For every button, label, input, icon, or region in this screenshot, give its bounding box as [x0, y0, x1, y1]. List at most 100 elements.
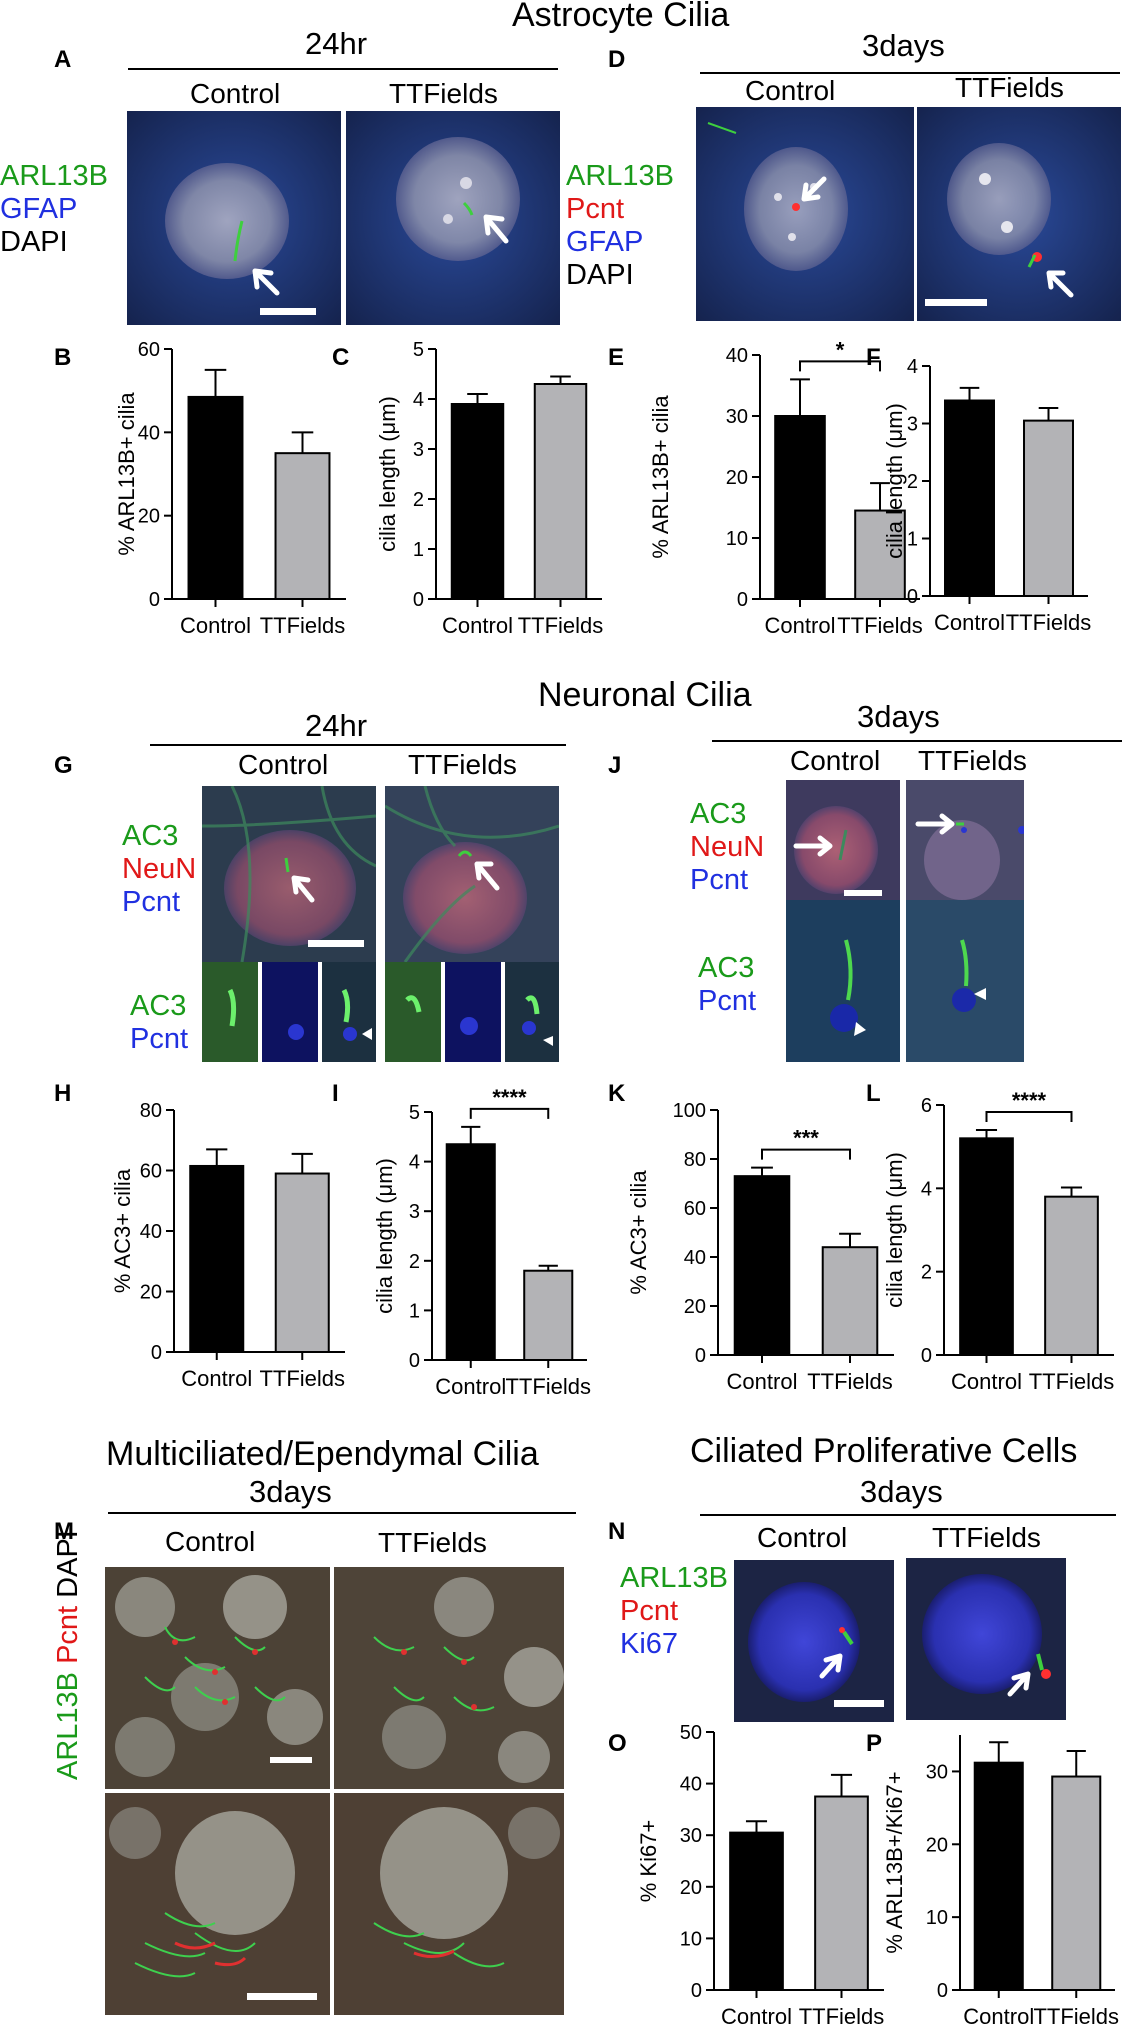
- category-label: TTFields: [259, 1366, 345, 1391]
- stain-M-dapi: DAPI: [52, 1530, 84, 1606]
- panel-letter-P: P: [866, 1730, 883, 1757]
- panel-letter-I: I: [332, 1080, 339, 1107]
- stain-J-neun: NeuN: [690, 831, 765, 863]
- bar-ttfields: [1023, 419, 1074, 597]
- stain-D-dapi: DAPI: [566, 259, 634, 291]
- stain-legend-A: ARL13B GFAP DAPI: [0, 160, 108, 259]
- stain-G-pcnt: Pcnt: [122, 886, 181, 918]
- bar-control: [774, 415, 826, 600]
- stain-A-arl13b: ARL13B: [0, 160, 109, 192]
- bar-control: [959, 1137, 1014, 1357]
- stain-G-ac3: AC3: [122, 820, 179, 852]
- timepoint-rule-M: [108, 1512, 576, 1514]
- col-control-G: Control: [238, 749, 329, 780]
- y-tick-label: 5: [409, 1102, 420, 1124]
- significance-bracket: [799, 360, 881, 372]
- micrograph-G-ttfields: [385, 786, 559, 962]
- y-tick-label: 20: [926, 1834, 948, 1856]
- significance-stars: ****: [1012, 1088, 1047, 1113]
- bar-control: [189, 1164, 245, 1354]
- y-tick-label: 0: [151, 1342, 162, 1364]
- bar-ttfields: [821, 1246, 879, 1356]
- category-label: TTFields: [505, 1374, 591, 1399]
- y-tick-label: 0: [907, 586, 918, 608]
- y-axis-label: % AC3+ cilia: [110, 1168, 135, 1293]
- col-ttfields-M: TTFields: [378, 1527, 487, 1558]
- stain-J-ac3: AC3: [690, 798, 747, 830]
- significance-stars: ****: [492, 1085, 527, 1110]
- micrograph-D-control: [696, 107, 914, 321]
- col-ttfields-J: TTFields: [918, 745, 1027, 776]
- micrograph-M-ttfields-top: [334, 1567, 564, 1789]
- stain-D-arl13b: ARL13B: [566, 160, 675, 192]
- panel-letter-L: L: [866, 1080, 881, 1107]
- category-label: Control: [951, 1369, 1022, 1394]
- y-tick-label: 4: [409, 1152, 420, 1174]
- bar-ttfields: [533, 383, 588, 600]
- chart-F: 0 1 2 3 4 cilia length (μm) Control TTFields: [882, 356, 1092, 635]
- micrograph-J-ttfields: [906, 780, 1024, 900]
- inset-G-control-blue: [262, 962, 318, 1062]
- timepoint-rule-D: [700, 72, 1120, 74]
- y-tick-label: 0: [413, 589, 424, 611]
- timepoint-label-N: 3days: [860, 1474, 943, 1509]
- y-tick-label: 1: [907, 529, 918, 551]
- inset-G-control-green: [202, 962, 258, 1062]
- category-label: TTFields: [837, 613, 923, 638]
- col-control-J: Control: [790, 745, 881, 776]
- y-axis-label: % Ki67+: [636, 1820, 661, 1903]
- bar-control: [445, 1143, 496, 1361]
- y-tick-label: 0: [691, 1980, 702, 2002]
- y-tick-label: 1: [409, 1300, 420, 1322]
- y-tick-label: 30: [926, 1761, 948, 1783]
- y-tick-label: 30: [680, 1825, 702, 1847]
- stain-legend-D: ARL13B Pcnt GFAP DAPI: [566, 160, 674, 292]
- y-tick-label: 10: [926, 1907, 948, 1929]
- panel-letter-C: C: [332, 344, 350, 371]
- y-axis-label: cilia length (μm): [882, 403, 907, 559]
- panel-letter-G: G: [54, 752, 73, 779]
- bar-ttfields: [523, 1269, 574, 1361]
- stain-A-dapi: DAPI: [0, 226, 68, 258]
- timepoint-rule-J: [712, 740, 1122, 742]
- y-tick-label: 50: [680, 1722, 702, 1744]
- y-tick-label: 3: [409, 1201, 420, 1223]
- col-ttfields-A: TTFields: [389, 78, 498, 109]
- y-tick-label: 40: [726, 345, 748, 367]
- panel-letter-A: A: [54, 46, 72, 73]
- panel-letter-D: D: [608, 46, 626, 73]
- stain-N-arl13b: ARL13B: [620, 1562, 729, 1594]
- multiciliated-heading: Multiciliated/Ependymal Cilia: [106, 1435, 539, 1473]
- category-label: Control: [727, 1369, 798, 1394]
- bar-ttfields: [814, 1795, 869, 1991]
- y-tick-label: 0: [409, 1350, 420, 1372]
- y-tick-label: 6: [921, 1095, 932, 1117]
- inset-G-control-merge: [322, 962, 376, 1062]
- y-tick-label: 0: [937, 1980, 948, 2002]
- chart-K: 0 20 40 60 80 100 % AC3+ cilia Control TTFields *…: [626, 1100, 894, 1394]
- stain-D-pcnt: Pcnt: [566, 193, 625, 225]
- panel-letter-H: H: [54, 1080, 72, 1107]
- panel-letter-O: O: [608, 1730, 627, 1757]
- category-label: Control: [180, 613, 251, 638]
- y-tick-label: 4: [413, 389, 424, 411]
- y-tick-label: 30: [726, 406, 748, 428]
- y-tick-label: 100: [673, 1100, 706, 1122]
- category-label: Control: [721, 2004, 792, 2029]
- y-tick-label: 60: [138, 339, 160, 361]
- inset-J-control: [786, 900, 900, 1062]
- timepoint-label-A: 24hr: [305, 26, 368, 61]
- stain-M-pcnt: Pcnt: [52, 1605, 84, 1672]
- category-label: TTFields: [1006, 610, 1092, 635]
- micrograph-G-control: [202, 786, 376, 962]
- significance-bracket: [469, 1107, 550, 1119]
- y-tick-label: 0: [695, 1345, 706, 1367]
- y-axis-label: % ARL13B+/Ki67+: [882, 1771, 907, 1953]
- y-tick-label: 40: [684, 1247, 706, 1269]
- stain-legend-M: ARL13B Pcnt DAPI: [52, 1460, 85, 1780]
- stain-N-ki67: Ki67: [620, 1628, 679, 1660]
- y-tick-label: 40: [680, 1774, 702, 1796]
- col-control-M: Control: [165, 1526, 256, 1557]
- chart-C: 0 1 2 3 4 5 cilia length (μm) Control TTFields: [375, 339, 603, 638]
- y-axis-label: cilia length (μm): [882, 1152, 907, 1308]
